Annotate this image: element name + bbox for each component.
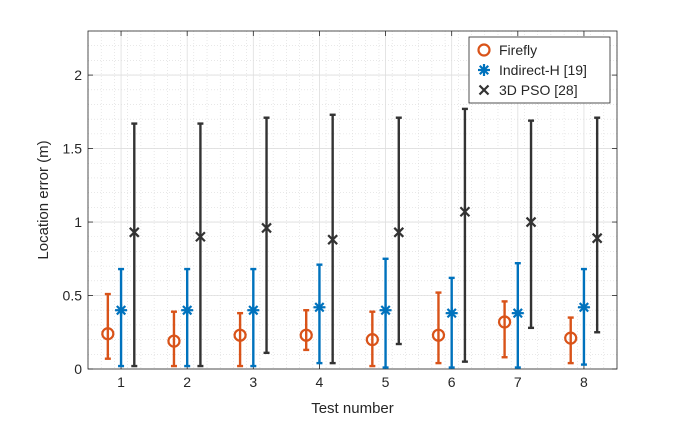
- x-tick-label: 2: [183, 374, 191, 390]
- legend-box: [468, 36, 611, 104]
- data-point: [181, 304, 194, 317]
- error-bar: [501, 300, 508, 359]
- error-bar: [118, 267, 125, 368]
- marker-stroke: [393, 227, 405, 238]
- data-point: [393, 227, 405, 238]
- data-point: [379, 304, 392, 317]
- y-tick-label: 1: [74, 214, 82, 230]
- y-tick-label: 1.5: [63, 141, 83, 157]
- marker-stroke: [380, 305, 391, 316]
- error-bar: [170, 310, 177, 368]
- x-tick-label: 6: [448, 374, 456, 390]
- error-bar: [369, 310, 376, 368]
- legend-item: Indirect-H [19]: [478, 62, 587, 78]
- error-bar: [316, 263, 323, 365]
- data-point: [247, 304, 260, 317]
- error-bar: [131, 122, 138, 368]
- marker-stroke: [578, 302, 589, 313]
- data-point: [564, 331, 578, 345]
- marker-stroke: [512, 308, 523, 319]
- data-point: [101, 327, 115, 341]
- legend-marker: [477, 43, 491, 57]
- y-tick-label: 0: [74, 361, 82, 377]
- marker-stroke: [591, 232, 603, 244]
- error-bar: [567, 316, 574, 365]
- x-axis-label: Test number: [311, 400, 394, 417]
- data-point: [261, 222, 272, 234]
- legend-item: 3D PSO [28]: [478, 82, 578, 98]
- marker-stroke: [459, 206, 471, 218]
- marker-stroke: [478, 84, 490, 96]
- x-tick-label: 8: [580, 374, 588, 390]
- legend-label: Indirect-H [19]: [499, 62, 587, 78]
- error-bar: [197, 122, 204, 368]
- error-bar: [435, 291, 442, 365]
- marker-stroke: [261, 222, 272, 234]
- marker-stroke: [327, 234, 338, 245]
- error-bar: [461, 107, 468, 363]
- error-bar: [528, 119, 535, 330]
- error-bar: [263, 116, 270, 355]
- data-point: [459, 206, 471, 218]
- series-1: [101, 291, 578, 368]
- data-point: [195, 231, 206, 243]
- data-point: [511, 307, 524, 320]
- x-tick-label: 5: [382, 374, 390, 390]
- marker-stroke: [195, 231, 206, 243]
- data-point: [577, 301, 590, 314]
- y-axis-label: Location error (m): [35, 140, 52, 259]
- series-3: [129, 107, 603, 368]
- legend-label: 3D PSO [28]: [499, 82, 578, 98]
- legend: Firefly Indirect-H [19] 3D PSO [28]: [468, 36, 611, 104]
- legend-item: Firefly: [477, 42, 537, 58]
- marker-stroke: [248, 305, 259, 316]
- marker-stroke: [446, 308, 457, 319]
- x-tick-label: 7: [514, 374, 522, 390]
- error-bar: [448, 276, 455, 369]
- marker-stroke: [116, 305, 127, 316]
- x-tick-label: 1: [117, 374, 125, 390]
- marker-stroke: [525, 216, 537, 228]
- data-point: [445, 307, 458, 320]
- x-tick-label: 4: [316, 374, 324, 390]
- data-point: [167, 334, 181, 348]
- legend-label: Firefly: [499, 42, 537, 58]
- marker-stroke: [182, 305, 193, 316]
- marker-stroke: [129, 227, 140, 238]
- axes-box: [87, 30, 618, 370]
- data-point: [233, 328, 247, 342]
- data-point: [129, 227, 140, 238]
- series-2: [115, 257, 590, 369]
- data-point: [299, 328, 313, 342]
- legend-marker: [478, 64, 490, 76]
- y-tick-label: 2: [74, 67, 82, 83]
- x-tick-label: 3: [249, 374, 257, 390]
- error-bar: [594, 116, 601, 334]
- data-point: [525, 216, 537, 228]
- data-point: [497, 315, 512, 329]
- marker-stroke: [314, 302, 325, 313]
- data-point: [313, 301, 326, 314]
- data-point: [591, 232, 603, 244]
- error-bar: [104, 292, 111, 360]
- data-point: [431, 328, 446, 342]
- error-bar: [184, 267, 191, 368]
- data-point: [327, 234, 338, 245]
- legend-marker: [478, 84, 490, 96]
- y-tick-label: 0.5: [63, 288, 83, 304]
- marker-stroke: [478, 64, 490, 76]
- error-bar: [250, 267, 257, 368]
- data-point: [115, 304, 128, 317]
- error-bar: [580, 267, 587, 366]
- data-point: [365, 333, 379, 347]
